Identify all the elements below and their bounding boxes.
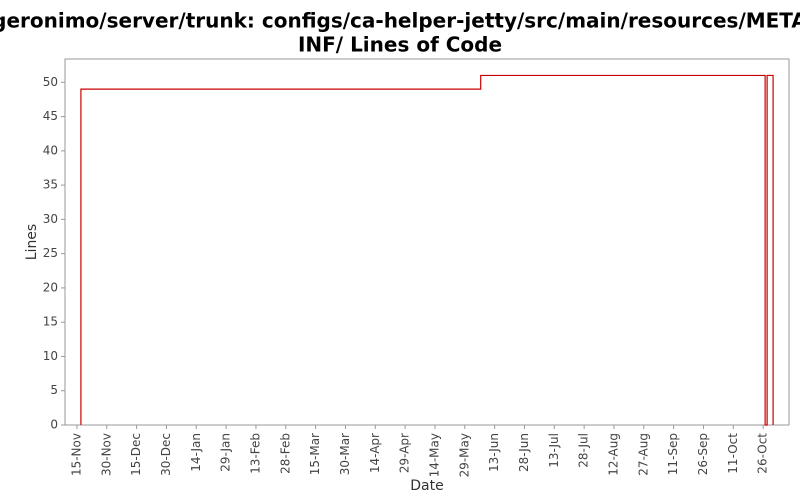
series-line — [80, 74, 774, 426]
x-tick-label: 27-Aug — [636, 433, 650, 476]
x-tick-label: 29-Apr — [398, 433, 412, 473]
x-tick-label: 30-Nov — [99, 433, 113, 476]
x-tick-label: 28-Feb — [278, 433, 292, 474]
x-tick-label: 26-Sep — [696, 433, 710, 475]
chart-title: /geronimo/server/trunk: configs/ca-helpe… — [0, 9, 800, 33]
x-tick-label: 26-Oct — [756, 433, 770, 474]
x-axis-label: Date — [410, 478, 443, 494]
x-tick-label: 14-May — [427, 433, 441, 477]
x-tick-label: 11-Sep — [666, 433, 680, 475]
y-tick-label: 5 — [50, 383, 58, 397]
y-tick-label: 0 — [50, 418, 58, 432]
y-tick-label: 15 — [43, 315, 58, 329]
x-tick-label: 15-Dec — [129, 433, 143, 476]
x-tick-label: 15-Mar — [308, 433, 322, 475]
x-tick-label: 13-Feb — [248, 433, 262, 474]
y-tick-label: 35 — [43, 178, 58, 192]
y-tick-label: 50 — [43, 75, 58, 89]
plot-area — [64, 58, 790, 426]
x-tick-label: 28-Jul — [577, 433, 591, 468]
x-tick-label: 15-Nov — [69, 433, 83, 476]
chart-title: INF/ Lines of Code — [298, 33, 502, 57]
x-tick-label: 13-Jul — [547, 433, 561, 468]
y-tick-label: 40 — [43, 143, 58, 157]
x-tick-label: 13-Jun — [487, 433, 501, 472]
x-tick-label: 14-Apr — [368, 433, 382, 473]
x-tick-label: 28-Jun — [517, 433, 531, 472]
x-tick-label: 12-Aug — [606, 433, 620, 476]
y-axis-label: Lines — [24, 224, 40, 260]
x-tick-label: 29-Jan — [219, 433, 233, 472]
y-tick-label: 25 — [43, 246, 58, 260]
y-tick-label: 45 — [43, 109, 58, 123]
y-tick-label: 30 — [43, 212, 58, 226]
y-tick-label: 20 — [43, 280, 58, 294]
x-tick-label: 30-Dec — [159, 433, 173, 476]
x-tick-label: 29-May — [457, 433, 471, 477]
x-tick-label: 11-Oct — [726, 433, 740, 474]
x-tick-label: 14-Jan — [189, 433, 203, 472]
y-tick-label: 10 — [43, 349, 58, 363]
x-tick-label: 30-Mar — [338, 433, 352, 475]
